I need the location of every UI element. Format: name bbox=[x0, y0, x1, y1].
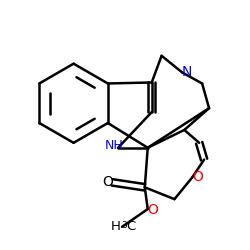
Text: 3: 3 bbox=[121, 222, 127, 230]
Text: C: C bbox=[126, 220, 136, 233]
Text: N: N bbox=[182, 65, 192, 79]
Text: O: O bbox=[102, 175, 113, 189]
Text: O: O bbox=[147, 203, 158, 217]
Text: O: O bbox=[192, 170, 203, 184]
Text: H: H bbox=[111, 220, 121, 233]
Text: NH: NH bbox=[105, 139, 124, 152]
